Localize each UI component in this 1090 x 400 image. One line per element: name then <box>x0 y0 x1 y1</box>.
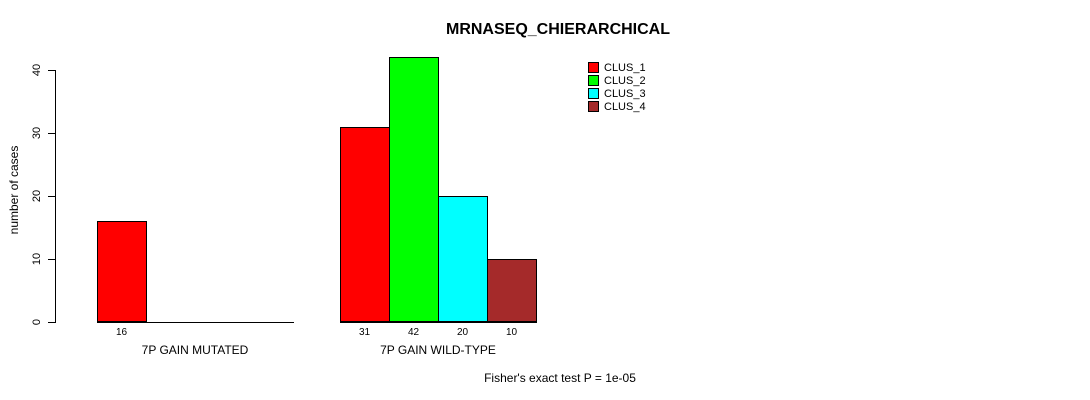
bar-value-label: 20 <box>456 327 469 338</box>
y-axis-tick-label: 30 <box>31 126 43 140</box>
group-baseline <box>340 322 537 323</box>
legend-color-swatch <box>588 75 599 86</box>
legend-item-clus_2: CLUS_2 <box>588 74 646 87</box>
bar-clus_3-1 <box>438 196 488 322</box>
legend-item-clus_1: CLUS_1 <box>588 61 646 74</box>
category-label: 7P GAIN WILD-TYPE <box>380 343 496 357</box>
y-axis-tick <box>48 70 55 71</box>
y-axis-tick-label: 20 <box>31 189 43 203</box>
y-axis-tick <box>48 259 55 260</box>
legend-label: CLUS_4 <box>604 100 646 113</box>
y-axis-tick-label: 10 <box>31 252 43 266</box>
legend-label: CLUS_2 <box>604 74 646 87</box>
legend: CLUS_1 CLUS_2 CLUS_3 CLUS_4 <box>588 61 646 113</box>
legend-color-swatch <box>588 62 599 73</box>
y-axis-label: number of cases <box>7 145 21 235</box>
bar-clus_1-1 <box>340 127 390 322</box>
bar-value-label: 31 <box>358 327 371 338</box>
y-axis-tick <box>48 133 55 134</box>
legend-label: CLUS_1 <box>604 61 646 74</box>
bar-clus_1-0 <box>97 221 147 322</box>
y-axis-line <box>55 70 56 323</box>
chart-title: MRNASEQ_CHIERARCHICAL <box>445 21 671 38</box>
bar-value-label: 16 <box>115 327 128 338</box>
legend-color-swatch <box>588 101 599 112</box>
bar-value-label: 42 <box>407 327 420 338</box>
legend-label: CLUS_3 <box>604 87 646 100</box>
group-baseline <box>97 322 294 323</box>
y-axis-tick <box>48 196 55 197</box>
y-axis-tick <box>48 322 55 323</box>
fisher-test-annotation: Fisher's exact test P = 1e-05 <box>484 371 636 385</box>
legend-color-swatch <box>588 88 599 99</box>
bar-clus_4-1 <box>487 259 537 322</box>
legend-item-clus_3: CLUS_3 <box>588 87 646 100</box>
y-axis-tick-label: 0 <box>31 318 43 326</box>
bar-clus_2-1 <box>389 57 439 322</box>
legend-item-clus_4: CLUS_4 <box>588 100 646 113</box>
bar-value-label: 10 <box>505 327 518 338</box>
y-axis-tick-label: 40 <box>31 63 43 77</box>
category-label: 7P GAIN MUTATED <box>141 343 249 357</box>
